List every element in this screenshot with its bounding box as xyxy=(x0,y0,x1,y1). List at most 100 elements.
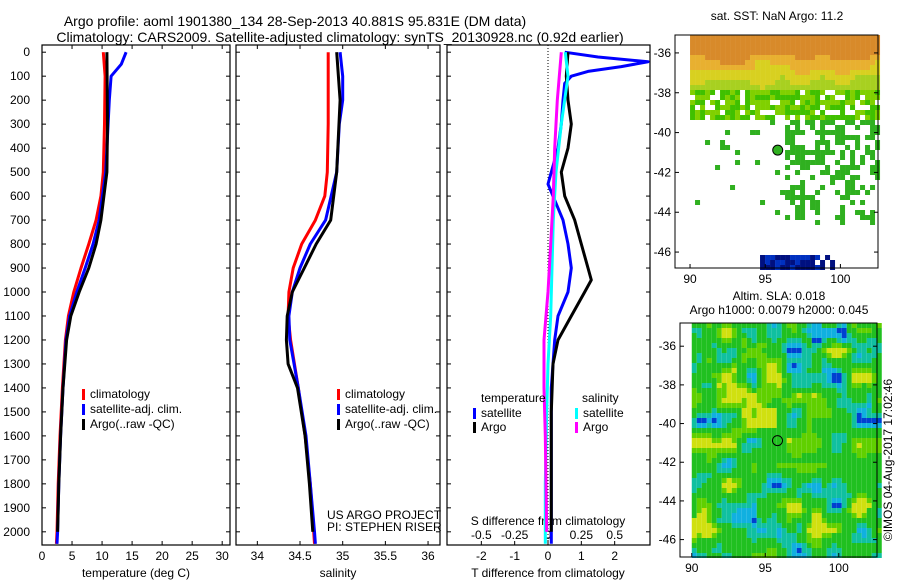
map-cell xyxy=(820,130,826,135)
map-cell xyxy=(801,428,807,433)
map-cell xyxy=(865,50,871,55)
map-cell xyxy=(786,413,792,418)
map-cell xyxy=(765,40,771,45)
map-cell xyxy=(806,513,812,518)
map-cell xyxy=(846,498,852,503)
map-cell xyxy=(776,453,782,458)
map-cell xyxy=(825,70,831,75)
map-cell xyxy=(775,40,781,45)
map-cell xyxy=(776,373,782,378)
map-cell xyxy=(826,413,832,418)
map-cell xyxy=(861,543,867,548)
map-cell xyxy=(761,533,767,538)
map-cell xyxy=(731,483,737,488)
map-cell xyxy=(851,333,857,338)
map-cell xyxy=(850,90,856,95)
map-cell xyxy=(731,383,737,388)
map-cell xyxy=(846,413,852,418)
map-cell xyxy=(701,413,707,418)
map-cell xyxy=(735,115,741,120)
map-cell xyxy=(706,363,712,368)
map-cell xyxy=(705,80,711,85)
map-cell xyxy=(791,363,797,368)
map-cell xyxy=(745,60,751,65)
map-cell xyxy=(790,75,796,80)
map-cell xyxy=(795,70,801,75)
map-cell xyxy=(715,110,721,115)
map-cell xyxy=(795,145,801,150)
map-cell xyxy=(711,473,717,478)
map-cell xyxy=(706,403,712,408)
map-cell xyxy=(746,333,752,338)
map-cell xyxy=(831,513,837,518)
map-cell xyxy=(801,438,807,443)
salinity-panel: 34 34.5 35 35.5 36salinityclimatologysatelli… xyxy=(235,44,442,580)
map-cell xyxy=(840,195,846,200)
y-tick-label: 400 xyxy=(10,141,30,155)
map-cell xyxy=(816,483,822,488)
map-cell xyxy=(806,473,812,478)
map-cell xyxy=(746,418,752,423)
map-cell xyxy=(741,498,747,503)
map-cell xyxy=(870,215,876,220)
map-cell xyxy=(766,553,772,558)
map-cell xyxy=(726,483,732,488)
map-cell xyxy=(821,443,827,448)
map-cell xyxy=(700,90,706,95)
map-cell xyxy=(836,383,842,388)
map-cell xyxy=(811,473,817,478)
map-cell xyxy=(821,363,827,368)
map-cell xyxy=(776,538,782,543)
map-cell xyxy=(870,75,876,80)
map-cell xyxy=(701,393,707,398)
map-cell xyxy=(856,538,862,543)
map-cell xyxy=(856,348,862,353)
map-cell xyxy=(781,373,787,378)
map-cell xyxy=(771,388,777,393)
map-cell xyxy=(786,423,792,428)
map-cell xyxy=(840,175,846,180)
map-cell xyxy=(861,533,867,538)
map-cell xyxy=(856,398,862,403)
map-cell xyxy=(771,553,777,558)
map-cell xyxy=(751,343,757,348)
map-cell xyxy=(790,255,796,260)
map-cell xyxy=(815,130,821,135)
map-cell xyxy=(846,378,852,383)
map-cell xyxy=(806,548,812,553)
map-cell xyxy=(766,428,772,433)
map-cell xyxy=(760,55,766,60)
map-cell xyxy=(786,543,792,548)
map-cell xyxy=(771,513,777,518)
map-cell xyxy=(755,110,761,115)
map-cell xyxy=(700,40,706,45)
map-cell xyxy=(810,160,816,165)
map-cell xyxy=(816,428,822,433)
map-cell xyxy=(815,85,821,90)
map-cell xyxy=(726,343,732,348)
map-cell xyxy=(841,443,847,448)
map-cell xyxy=(741,448,747,453)
map-cell xyxy=(726,523,732,528)
map-cell xyxy=(866,348,872,353)
map-cell xyxy=(816,523,822,528)
x-tick-label: 20 xyxy=(155,549,169,563)
map-cell xyxy=(836,418,842,423)
map-cell xyxy=(771,423,777,428)
map-cell xyxy=(846,523,852,528)
map-cell xyxy=(815,115,821,120)
map-cell xyxy=(721,523,727,528)
map-cell xyxy=(781,398,787,403)
map-frame xyxy=(679,322,878,558)
map-cell xyxy=(751,453,757,458)
map-cell xyxy=(756,408,762,413)
map-cell xyxy=(716,443,722,448)
map-cell xyxy=(771,493,777,498)
legend-swatch xyxy=(82,419,85,430)
map-cell xyxy=(795,160,801,165)
map-cell xyxy=(696,388,702,393)
map-cell xyxy=(711,373,717,378)
map-cell xyxy=(781,508,787,513)
map-cell xyxy=(706,348,712,353)
map-cell xyxy=(801,503,807,508)
